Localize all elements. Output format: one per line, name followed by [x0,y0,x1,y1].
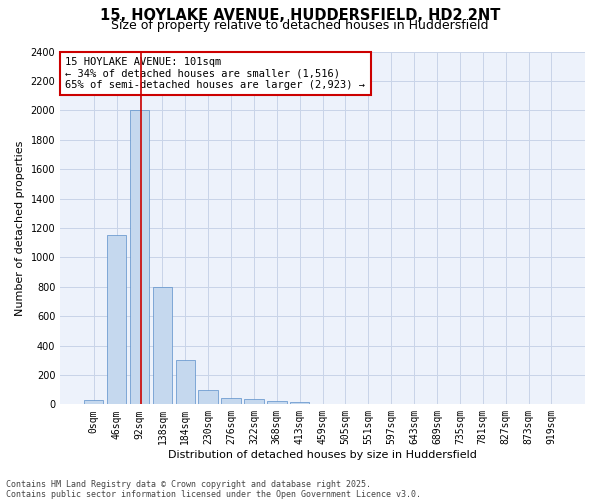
Bar [176,360,195,405]
Bar [130,110,149,405]
Y-axis label: Number of detached properties: Number of detached properties [15,140,25,316]
Text: Size of property relative to detached houses in Huddersfield: Size of property relative to detached ho… [111,18,489,32]
Bar [84,400,103,404]
Bar [267,402,287,404]
Bar [199,390,218,404]
X-axis label: Distribution of detached houses by size in Huddersfield: Distribution of detached houses by size … [168,450,477,460]
Text: Contains HM Land Registry data © Crown copyright and database right 2025.
Contai: Contains HM Land Registry data © Crown c… [6,480,421,499]
Text: 15, HOYLAKE AVENUE, HUDDERSFIELD, HD2 2NT: 15, HOYLAKE AVENUE, HUDDERSFIELD, HD2 2N… [100,8,500,22]
Bar [107,236,127,404]
Bar [244,399,263,404]
Text: 15 HOYLAKE AVENUE: 101sqm
← 34% of detached houses are smaller (1,516)
65% of se: 15 HOYLAKE AVENUE: 101sqm ← 34% of detac… [65,57,365,90]
Bar [221,398,241,404]
Bar [152,286,172,405]
Bar [290,402,310,404]
